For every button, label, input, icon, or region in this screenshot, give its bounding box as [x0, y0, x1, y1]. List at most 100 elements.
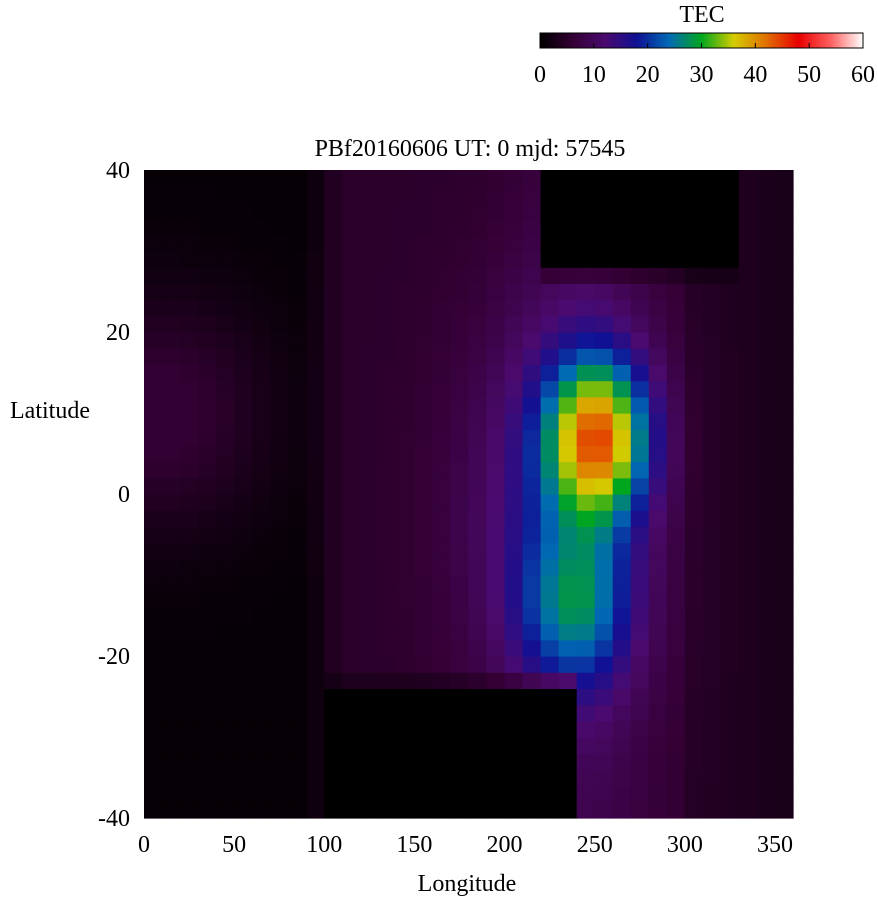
heatmap-cell — [270, 218, 289, 236]
heatmap-cell — [414, 477, 434, 495]
heatmap-cell — [378, 234, 397, 252]
heatmap-cell — [288, 429, 307, 446]
colorbar-label: TEC — [679, 2, 724, 28]
heatmap-cell — [648, 202, 668, 220]
heatmap-cell — [594, 461, 614, 479]
heatmap-cell — [162, 413, 181, 430]
heatmap-cell — [288, 445, 307, 463]
heatmap-cell — [432, 283, 452, 301]
heatmap-cell — [702, 542, 722, 560]
heatmap-cell — [342, 801, 361, 819]
heatmap-cell — [270, 413, 289, 430]
heatmap-cell — [648, 267, 668, 284]
heatmap-cell — [558, 672, 578, 689]
heatmap-cell — [666, 202, 686, 220]
heatmap-cell — [540, 348, 560, 365]
heatmap-cell — [702, 575, 722, 592]
heatmap-cell — [468, 575, 488, 592]
heatmap-cell — [774, 202, 794, 220]
heatmap-cell — [288, 591, 307, 608]
heatmap-cell — [324, 494, 343, 511]
heatmap-cell — [756, 785, 776, 803]
heatmap-cell — [774, 283, 794, 301]
heatmap-cell — [306, 396, 325, 414]
x-tick-label: 200 — [487, 832, 523, 858]
heatmap-cell — [756, 477, 776, 495]
heatmap-cell — [522, 704, 542, 722]
heatmap-cell — [558, 575, 578, 592]
heatmap-cell — [666, 267, 686, 284]
x-tick-label: 250 — [577, 832, 613, 858]
heatmap-cell — [594, 170, 614, 187]
heatmap-cell — [486, 737, 506, 754]
heatmap-cell — [612, 170, 632, 187]
heatmap-cell — [720, 591, 740, 608]
heatmap-cell — [144, 623, 163, 641]
heatmap-cell — [342, 283, 361, 301]
heatmap-cell — [252, 494, 271, 511]
heatmap-cell — [378, 429, 397, 446]
heatmap-cell — [144, 332, 163, 349]
heatmap-cell — [684, 234, 704, 252]
heatmap-cell — [540, 575, 560, 592]
heatmap-cell — [432, 526, 452, 544]
heatmap-cell — [684, 461, 704, 479]
heatmap-cell — [252, 332, 271, 349]
heatmap-cell — [198, 251, 217, 268]
heatmap-cell — [594, 267, 614, 284]
heatmap-cell — [756, 656, 776, 673]
heatmap-cell — [162, 769, 181, 787]
heatmap-cell — [702, 623, 722, 641]
heatmap-cell — [270, 429, 289, 446]
heatmap-cell — [180, 396, 199, 414]
heatmap-cell — [432, 591, 452, 608]
heatmap-cell — [720, 251, 740, 268]
heatmap-cell — [162, 364, 181, 382]
heatmap-cell — [486, 348, 506, 365]
heatmap-cell — [360, 267, 379, 284]
heatmap-cell — [504, 267, 524, 284]
heatmap-cell — [738, 186, 758, 203]
heatmap-cell — [180, 461, 199, 479]
heatmap-cell — [468, 364, 488, 382]
heatmap-cell — [396, 607, 416, 625]
heatmap-cell — [198, 672, 217, 689]
heatmap-cell — [702, 186, 722, 203]
heatmap-cell — [270, 315, 289, 333]
heatmap-cell — [342, 234, 361, 252]
heatmap-cell — [756, 267, 776, 284]
heatmap-cell — [198, 542, 217, 560]
heatmap-cell — [648, 396, 668, 414]
heatmap-cell — [288, 332, 307, 349]
heatmap-cell — [414, 542, 434, 560]
heatmap-cell — [756, 591, 776, 608]
heatmap-cell — [630, 364, 650, 382]
heatmap-cell — [558, 413, 578, 430]
heatmap-cell — [702, 348, 722, 365]
heatmap-cell — [576, 510, 596, 527]
heatmap-cell — [144, 801, 163, 819]
heatmap-cell — [576, 413, 596, 430]
heatmap-cell — [324, 639, 343, 657]
heatmap-cell — [504, 801, 524, 819]
heatmap-cell — [270, 639, 289, 657]
heatmap-cell — [360, 170, 379, 187]
heatmap-cell — [198, 801, 217, 819]
heatmap-cell — [576, 186, 596, 203]
heatmap-cell — [702, 510, 722, 527]
heatmap-cell — [540, 234, 560, 252]
heatmap-cell — [360, 234, 379, 252]
heatmap-cell — [162, 234, 181, 252]
heatmap-cell — [486, 267, 506, 284]
heatmap-cell — [144, 558, 163, 576]
heatmap-cell — [450, 656, 470, 673]
heatmap-cell — [378, 639, 397, 657]
heatmap-cell — [468, 283, 488, 301]
heatmap-cell — [162, 170, 181, 187]
heatmap-cell — [648, 526, 668, 544]
heatmap-cell — [216, 364, 235, 382]
heatmap-cell — [360, 769, 379, 787]
heatmap-cell — [288, 348, 307, 365]
heatmap-cell — [378, 607, 397, 625]
heatmap-cell — [216, 218, 235, 236]
